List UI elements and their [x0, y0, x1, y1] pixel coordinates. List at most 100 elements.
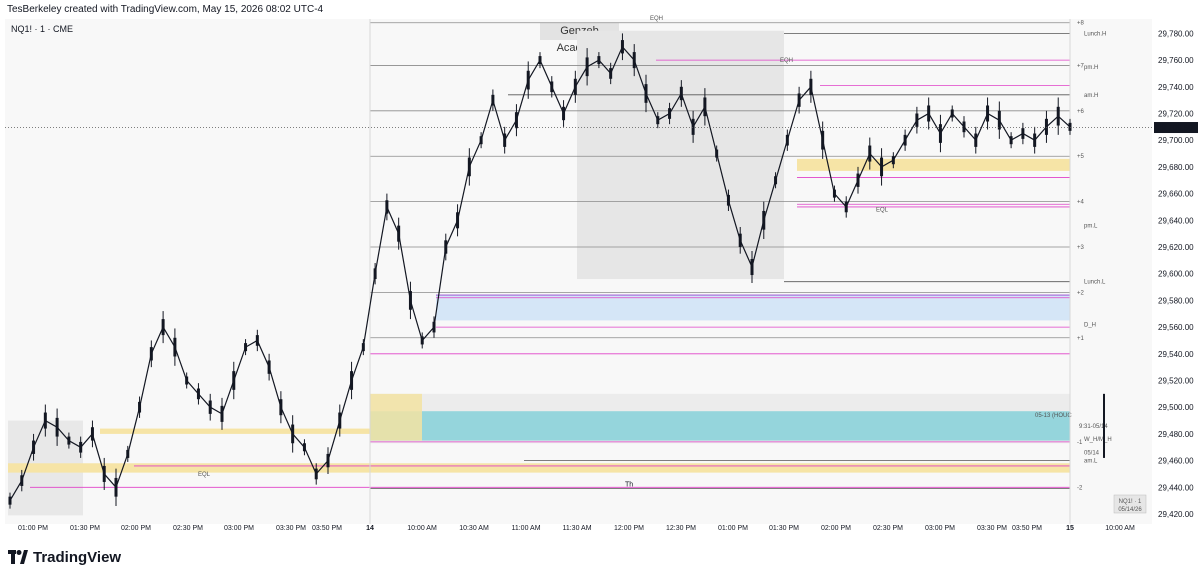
price-candle	[338, 412, 342, 429]
tradingview-logo[interactable]: TradingView	[8, 548, 121, 566]
time-axis-label: 02:30 PM	[873, 525, 903, 532]
price-axis-label: 29,780.00	[1158, 29, 1194, 38]
time-axis-label: 01:30 PM	[70, 525, 100, 532]
order-block	[370, 393, 422, 441]
price-candle	[244, 343, 248, 352]
price-candle	[444, 240, 448, 254]
time-axis-label: 03:00 PM	[224, 525, 254, 532]
price-candle	[255, 335, 259, 346]
price-candle	[208, 400, 212, 414]
price-candle	[821, 130, 825, 150]
current-price-tag	[1154, 122, 1198, 134]
price-axis-label: 29,620.00	[1158, 243, 1194, 252]
time-axis-label: 11:30 AM	[562, 525, 591, 532]
price-candle	[385, 200, 389, 214]
price-candle	[585, 57, 589, 77]
price-candle	[138, 401, 142, 413]
price-candle	[915, 113, 919, 127]
time-axis-label: 03:50 PM	[1012, 525, 1042, 532]
price-candle	[267, 360, 271, 374]
level-label: Th	[625, 482, 633, 489]
time-axis-label: 03:30 PM	[977, 525, 1007, 532]
price-candle	[420, 336, 424, 345]
price-candle	[868, 145, 872, 162]
price-candle	[938, 124, 942, 143]
price-axis-label: 29,600.00	[1158, 270, 1194, 279]
price-candle	[856, 173, 860, 187]
level-label: +2	[1077, 290, 1085, 296]
time-axis-label: 01:30 PM	[769, 525, 799, 532]
current-price-label: 29,709.50	[1157, 124, 1193, 133]
price-candle	[491, 94, 495, 106]
price-candle	[20, 475, 24, 486]
price-candle	[279, 399, 283, 416]
price-candle	[114, 477, 118, 497]
time-axis-label: 02:30 PM	[173, 525, 203, 532]
price-candle	[785, 134, 789, 146]
tradingview-brand: TradingView	[33, 548, 122, 566]
price-candle	[597, 56, 601, 65]
badge-line2: 05/14/26	[1118, 507, 1142, 513]
time-axis-label: 12:30 PM	[666, 525, 696, 532]
level-label: EQH	[650, 16, 663, 22]
price-axis-label: 29,720.00	[1158, 110, 1194, 119]
level-label: +7	[1077, 63, 1085, 69]
price-axis-label: 29,440.00	[1158, 483, 1194, 492]
price-candle	[232, 371, 236, 390]
level-label: -1	[1077, 440, 1083, 446]
level-label: EQL	[876, 208, 889, 214]
price-candle	[43, 412, 47, 429]
price-candle	[927, 105, 931, 122]
price-candle	[986, 105, 990, 122]
price-candle	[691, 118, 695, 135]
price-candle	[432, 321, 436, 333]
price-candle	[832, 189, 836, 198]
price-candle	[514, 112, 518, 129]
price-candle	[1068, 122, 1072, 131]
price-candle	[1033, 133, 1037, 147]
price-candle	[550, 81, 554, 93]
level-label: am.H	[1084, 93, 1098, 99]
price-candle	[562, 106, 566, 121]
price-candle	[538, 56, 542, 65]
level-label: +4	[1077, 200, 1085, 206]
level-label: 05-13 (HOUC	[1035, 413, 1072, 419]
price-candle	[644, 84, 648, 103]
price-candle	[67, 436, 71, 445]
price-axis-label: 29,520.00	[1158, 377, 1194, 386]
level-label: pm.L	[1084, 224, 1098, 230]
price-candle	[880, 157, 884, 177]
price-candle	[161, 319, 165, 336]
fvg-zone-gold-mid	[100, 428, 370, 434]
level-label: Lunch.L	[1084, 280, 1106, 286]
price-candle	[326, 453, 330, 468]
price-candle	[950, 109, 954, 118]
fvg-zone-gold-low2	[370, 463, 1070, 473]
price-candle	[102, 465, 106, 482]
level-label: EQL	[198, 472, 211, 478]
price-candle	[679, 86, 683, 101]
price-candle	[903, 134, 907, 146]
price-candle	[656, 116, 660, 125]
price-candle	[79, 441, 83, 453]
price-candle	[55, 417, 59, 437]
symbol-label[interactable]: NQ1! · 1 · CME	[11, 24, 74, 34]
time-axis-label: 01:00 PM	[718, 525, 748, 532]
price-candle	[479, 136, 483, 145]
price-candle	[196, 388, 200, 400]
price-candle	[750, 259, 754, 276]
fvg-zone-gold	[797, 158, 1070, 171]
price-candle	[503, 133, 507, 147]
level-label: EQH	[780, 58, 793, 64]
price-candle	[1056, 106, 1060, 126]
price-candle	[526, 70, 530, 90]
level-label: D_H	[1084, 322, 1096, 328]
level-label: W_H/M_H	[1084, 437, 1112, 443]
price-axis-label: 29,740.00	[1158, 83, 1194, 92]
price-candle	[1044, 118, 1048, 135]
level-label: 9:31-05/14	[1079, 424, 1108, 430]
price-candle	[762, 210, 766, 230]
level-label: am.L	[1084, 459, 1098, 465]
fvg-zone-blue	[436, 295, 1070, 321]
